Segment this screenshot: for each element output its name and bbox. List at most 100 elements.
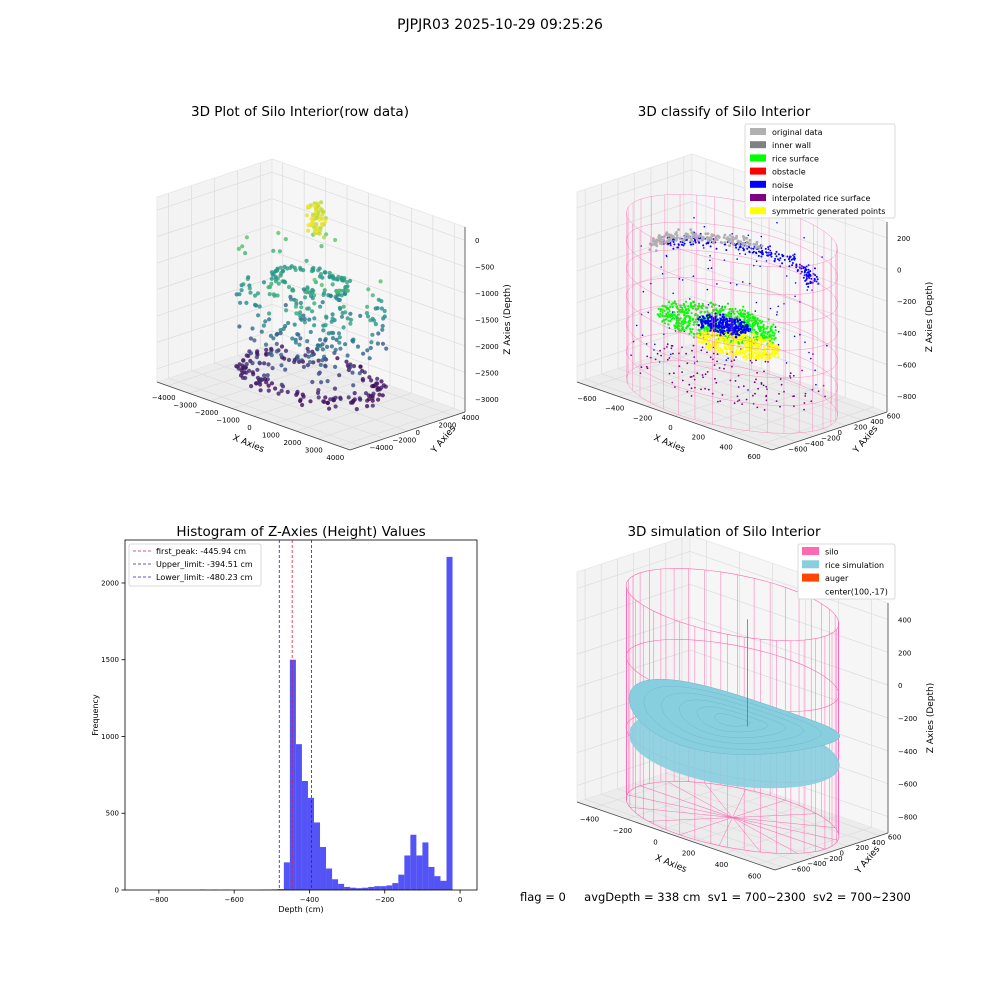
noise-point <box>718 321 721 324</box>
rice-surface-point <box>756 325 760 328</box>
legend-label: original data <box>772 128 823 137</box>
data-point <box>283 237 288 242</box>
interpolated-point <box>686 362 689 365</box>
noise-point <box>689 241 692 244</box>
data-point <box>333 364 338 369</box>
symmetric-point <box>718 347 722 350</box>
y-tick-label: −400 <box>805 440 824 448</box>
noise-point <box>760 255 763 258</box>
grid-line <box>650 357 847 426</box>
silo-floor-spoke <box>732 817 839 841</box>
legend-label: rice simulation <box>825 561 884 570</box>
data-point <box>345 316 350 321</box>
data-point <box>320 347 325 352</box>
rice-surface-point <box>701 302 704 306</box>
legend-label: Lower_limit: -480.23 cm <box>156 573 253 582</box>
histogram-bar <box>301 781 308 890</box>
data-point <box>261 280 267 285</box>
interpolated-point <box>734 380 737 382</box>
interpolated-point <box>678 365 681 367</box>
data-point <box>306 354 311 359</box>
symmetric-point <box>772 355 776 358</box>
data-point <box>271 248 276 253</box>
noise-point <box>734 325 738 328</box>
grid-line <box>691 201 888 270</box>
legend-label: first_peak: -445.94 cm <box>156 547 246 556</box>
original-point <box>675 231 678 234</box>
z-tick-label: 0 <box>898 682 902 690</box>
z-tick-label: −800 <box>897 393 916 401</box>
data-point <box>267 317 272 322</box>
rice-mesh-line <box>714 713 751 727</box>
noise-point <box>775 250 778 253</box>
noise-point <box>677 243 680 246</box>
rice-surface-point <box>749 313 752 316</box>
y-axis-label: Frequency <box>91 694 100 736</box>
symmetric-point <box>728 347 731 350</box>
rice-surface-point <box>681 310 684 313</box>
interpolated-point <box>735 356 737 358</box>
data-point <box>306 349 311 354</box>
z-tick-label: 200 <box>898 649 911 657</box>
interpolated-point <box>749 359 752 362</box>
z-tick-label: −600 <box>898 781 917 789</box>
noise-point <box>701 326 704 329</box>
interpolated-point <box>646 355 649 358</box>
grid-line <box>156 251 273 290</box>
data-point <box>363 391 369 396</box>
interpolated-point <box>640 366 643 369</box>
data-point <box>273 279 278 284</box>
x-tick-label: −3000 <box>173 401 197 409</box>
symmetric-point <box>744 358 747 361</box>
interpolated-point <box>803 408 805 411</box>
noise-point <box>707 267 709 270</box>
noise-point <box>683 242 686 245</box>
y-tick-label: −4000 <box>370 444 394 452</box>
data-point <box>309 353 315 358</box>
interpolated-point <box>670 347 673 350</box>
histogram-bar <box>380 886 387 890</box>
rice-surface-point <box>770 329 773 332</box>
rice-surface-point <box>755 321 758 324</box>
data-point <box>286 284 292 290</box>
histogram-bar <box>356 888 363 890</box>
data-point <box>327 406 332 411</box>
rice-surface-point <box>692 300 695 303</box>
interpolated-point <box>706 371 709 373</box>
interpolated-point <box>817 390 820 393</box>
data-point <box>295 354 300 359</box>
data-point <box>282 279 287 284</box>
rice-surface-point <box>769 327 772 330</box>
data-point <box>248 290 253 295</box>
x-axis-line <box>156 381 351 451</box>
noise-point <box>808 351 810 354</box>
histogram-bar <box>404 855 411 890</box>
data-point <box>298 300 303 306</box>
data-point <box>238 373 244 378</box>
rice-surface-point <box>674 326 677 330</box>
x-tick-label: −400 <box>300 896 319 904</box>
data-point <box>281 326 286 331</box>
interpolated-point <box>745 398 748 401</box>
data-point <box>243 251 248 256</box>
z-tick-label: 0 <box>475 237 479 245</box>
interpolated-point <box>692 344 695 347</box>
original-point <box>709 236 713 240</box>
interpolated-point <box>668 372 671 375</box>
original-point <box>706 236 709 239</box>
noise-point <box>734 335 737 339</box>
noise-point <box>647 311 649 314</box>
legend: original data inner wall rice surface obsta… <box>744 123 896 219</box>
symmetric-point <box>752 354 755 357</box>
interpolated-point <box>733 359 736 361</box>
grid-line <box>683 346 879 416</box>
rice-surface-point <box>684 300 688 303</box>
symmetric-point <box>736 339 740 342</box>
noise-point <box>743 321 746 324</box>
symmetric-point <box>754 346 758 349</box>
rice-surface-point <box>759 327 762 330</box>
data-point <box>299 305 304 310</box>
grid-line <box>191 370 385 439</box>
legend-swatch <box>750 154 766 162</box>
data-point <box>371 391 376 396</box>
